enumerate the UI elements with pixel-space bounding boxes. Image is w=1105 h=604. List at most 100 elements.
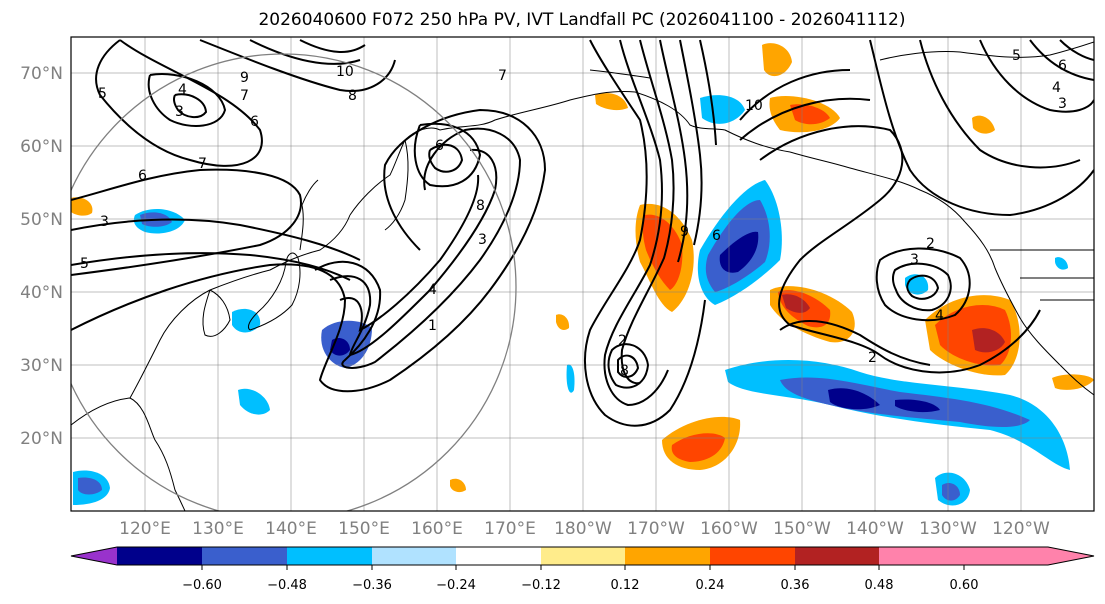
contour-label: 3: [100, 214, 109, 230]
colorbar-tick-label: −0.48: [267, 578, 307, 593]
negative-pc-region: [1055, 257, 1068, 270]
negative-pc-region: [942, 483, 960, 501]
lon-label: 160°E: [411, 519, 463, 539]
contour-label: 4: [1052, 80, 1061, 96]
contour-labels: 5 4 3 9 10 8 7 6 6 7 3 5 6 8 3 4 1 7 2 8…: [80, 48, 1067, 379]
positive-pc-region: [1052, 374, 1094, 390]
lon-label: 170°E: [484, 519, 536, 539]
contour-label: 6: [712, 228, 721, 244]
colorbar-segment: [710, 547, 795, 565]
positive-pc-region: [642, 214, 683, 290]
contour-label: 6: [435, 138, 444, 154]
strong-positive-pc-region: [972, 328, 1005, 353]
reference-circle: [71, 53, 517, 511]
lat-label: 60°N: [20, 137, 63, 157]
positive-pc-region: [556, 314, 570, 330]
pv-contours: [71, 39, 1094, 427]
lon-label: 150°E: [338, 519, 390, 539]
contour-label: 5: [80, 256, 89, 272]
lat-label: 20°N: [20, 429, 63, 449]
contour-label: 8: [620, 363, 629, 379]
positive-pc-region: [762, 43, 792, 77]
lon-label: 130°W: [919, 519, 977, 539]
contour-label: 4: [178, 82, 187, 98]
contour-label: 3: [910, 252, 919, 268]
contour-label: 2: [618, 333, 627, 349]
strong-negative-pc-region: [828, 388, 880, 410]
positive-pc-region: [972, 115, 995, 134]
lon-label: 140°W: [846, 519, 904, 539]
lon-label: 120°E: [119, 519, 171, 539]
colorbar-segment: [879, 547, 964, 565]
positive-pc-region: [671, 433, 725, 462]
contour-label: 2: [926, 236, 935, 252]
contour-label: 3: [478, 232, 487, 248]
contour-label: 9: [240, 70, 249, 86]
contour-label: 6: [1058, 58, 1067, 74]
negative-pc-region: [232, 308, 261, 333]
contour-label: 5: [98, 86, 107, 102]
colorbar-tick-label: 0.24: [696, 578, 725, 593]
contour-label: 7: [498, 68, 507, 84]
strong-negative-pc-region: [895, 399, 940, 413]
colorbar-segment: [456, 547, 541, 565]
contour-label: 8: [348, 88, 357, 104]
contour-label: 5: [1012, 48, 1021, 64]
lon-label: 170°W: [627, 519, 685, 539]
strong-positive-pc-region: [782, 294, 810, 313]
colorbar-outline: [70, 546, 1095, 566]
graticule: [71, 37, 1094, 511]
contour-label: 8: [476, 198, 485, 214]
lon-label: 150°W: [773, 519, 831, 539]
lon-label: 180°W: [554, 519, 612, 539]
map-frame: [70, 36, 1095, 512]
contour-label: 6: [138, 168, 147, 184]
negative-pc-region: [238, 388, 270, 415]
colorbar-segment: [202, 547, 287, 565]
contour-label: 6: [250, 114, 259, 130]
colorbar-segment: [541, 547, 625, 565]
positive-pc-region: [790, 104, 830, 125]
contour-label: 3: [1058, 96, 1067, 112]
lat-label: 50°N: [20, 210, 63, 230]
contour-label: 4: [428, 282, 437, 298]
latitude-labels: 70°N 60°N 50°N 40°N 30°N 20°N: [20, 64, 63, 449]
map-title: 2026040600 F072 250 hPa PV, IVT Landfall…: [258, 10, 905, 30]
lat-label: 30°N: [20, 356, 63, 376]
positive-pc-region: [71, 197, 93, 216]
colorbar-tick-label: −0.12: [521, 578, 561, 593]
contour-label: 2: [868, 350, 877, 366]
colorbar-segment: [795, 547, 879, 565]
colorbar-tick-label: 0.12: [611, 578, 640, 593]
lon-label: 130°E: [192, 519, 244, 539]
coastlines: [71, 41, 1094, 511]
colorbar-segment: [287, 547, 372, 565]
contour-label: 9: [680, 224, 689, 240]
colorbar-segment: [625, 547, 710, 565]
lat-label: 70°N: [20, 64, 63, 84]
colorbar: −0.60 −0.48 −0.36 −0.24 −0.12 0.12 0.24 …: [70, 546, 1095, 593]
colorbar-segment: [372, 547, 456, 565]
negative-pc-region: [78, 477, 102, 495]
colorbar-segment: [117, 547, 202, 565]
contour-label: 7: [198, 156, 207, 172]
colorbar-tick-label: 0.48: [865, 578, 894, 593]
positive-pc-region: [595, 93, 628, 111]
colorbar-min-extension: [71, 547, 117, 565]
colorbar-max-extension: [964, 547, 1094, 565]
colorbar-tick-label: 0.60: [950, 578, 979, 593]
lon-label: 120°W: [992, 519, 1050, 539]
contour-label: 4: [935, 308, 944, 324]
colorbar-tick-label: −0.24: [436, 578, 476, 593]
map-content: 5 4 3 9 10 8 7 6 6 7 3 5 6 8 3 4 1 7 2 8…: [71, 37, 1094, 511]
contour-label: 7: [240, 88, 249, 104]
lon-label: 140°E: [265, 519, 317, 539]
longitude-labels: 120°E 130°E 140°E 150°E 160°E 170°E 180°…: [119, 519, 1050, 539]
contour-label: 10: [745, 98, 763, 114]
contour-label: 1: [428, 318, 437, 334]
negative-pc-region: [566, 364, 575, 393]
contour-label: 3: [175, 104, 184, 120]
lat-label: 40°N: [20, 283, 63, 303]
colorbar-tick-label: −0.36: [352, 578, 392, 593]
